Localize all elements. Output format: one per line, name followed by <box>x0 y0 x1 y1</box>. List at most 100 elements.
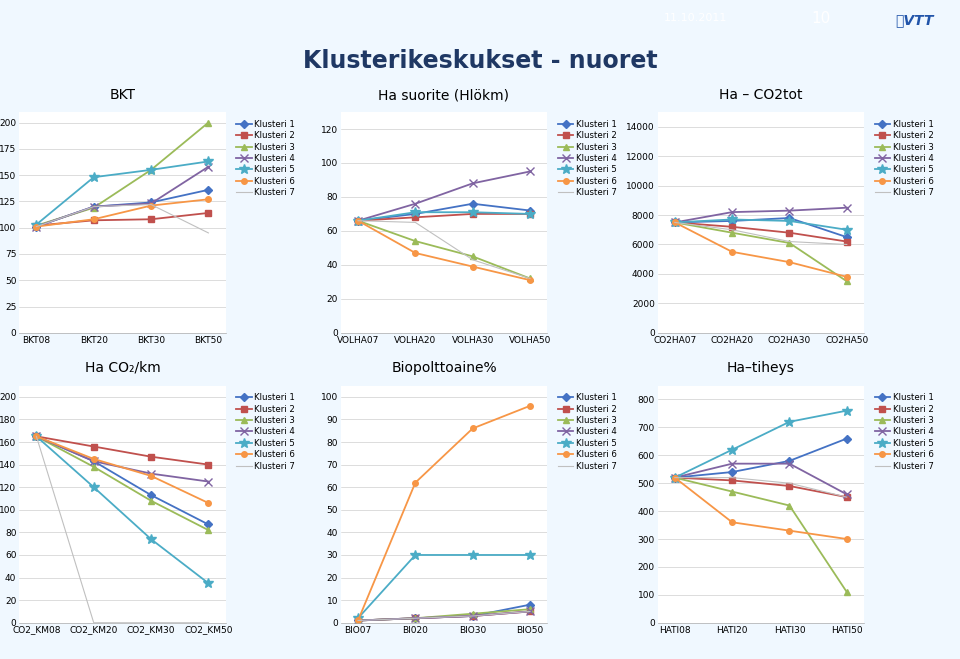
Klusteri 3 <box>88 204 100 212</box>
Line: Klusteri 7: Klusteri 7 <box>36 436 208 623</box>
Line: Klusteri 4: Klusteri 4 <box>33 432 212 486</box>
Line: Klusteri 2: Klusteri 2 <box>34 210 211 229</box>
Line: Klusteri 4: Klusteri 4 <box>354 167 534 225</box>
Klusteri 1 <box>524 601 536 609</box>
Klusteri 1 <box>727 468 738 476</box>
Klusteri 5 <box>524 551 536 559</box>
Klusteri 7 <box>88 619 100 627</box>
Klusteri 4 <box>841 204 852 212</box>
Line: Klusteri 4: Klusteri 4 <box>354 608 534 625</box>
Klusteri 7 <box>203 229 214 237</box>
Klusteri 2 <box>88 216 100 224</box>
Klusteri 3 <box>727 229 738 237</box>
Klusteri 1 <box>203 186 214 194</box>
Klusteri 4 <box>410 614 421 622</box>
Legend: Klusteri 1, Klusteri 2, Klusteri 3, Klusteri 4, Klusteri 5, Klusteri 6, Klusteri: Klusteri 1, Klusteri 2, Klusteri 3, Klus… <box>554 390 620 474</box>
Klusteri 5 <box>727 445 738 453</box>
Klusteri 7 <box>352 217 364 225</box>
Klusteri 7 <box>524 275 536 283</box>
Klusteri 6 <box>410 249 421 257</box>
Klusteri 2 <box>841 493 852 501</box>
Klusteri 4 <box>88 203 100 211</box>
Klusteri 5 <box>467 551 478 559</box>
Klusteri 6 <box>145 472 156 480</box>
Text: BKT: BKT <box>109 88 135 103</box>
Klusteri 5 <box>88 173 100 181</box>
Klusteri 4 <box>31 432 42 440</box>
Klusteri 3 <box>841 588 852 596</box>
Klusteri 7 <box>352 617 364 625</box>
Klusteri 3 <box>88 463 100 471</box>
Line: Klusteri 4: Klusteri 4 <box>671 459 851 498</box>
Klusteri 2 <box>841 238 852 246</box>
Klusteri 3 <box>727 488 738 496</box>
Klusteri 1 <box>352 617 364 625</box>
Klusteri 3 <box>524 275 536 283</box>
Text: Klusterikeskukset - nuoret: Klusterikeskukset - nuoret <box>302 49 658 73</box>
Klusteri 5 <box>145 166 156 174</box>
Klusteri 1 <box>841 434 852 442</box>
Line: Klusteri 5: Klusteri 5 <box>32 157 213 229</box>
Text: Ha–tiheys: Ha–tiheys <box>727 360 795 375</box>
Klusteri 6 <box>88 215 100 223</box>
Line: Klusteri 7: Klusteri 7 <box>675 222 847 244</box>
Line: Klusteri 5: Klusteri 5 <box>353 208 535 225</box>
Klusteri 7 <box>145 200 156 208</box>
Klusteri 4 <box>203 478 214 486</box>
Klusteri 5 <box>783 217 795 225</box>
Klusteri 3 <box>352 217 364 225</box>
Klusteri 6 <box>783 527 795 534</box>
Klusteri 3 <box>31 432 42 440</box>
Klusteri 7 <box>410 218 421 226</box>
Klusteri 7 <box>145 619 156 627</box>
Line: Klusteri 6: Klusteri 6 <box>355 403 533 623</box>
Klusteri 4 <box>145 200 156 208</box>
Klusteri 1 <box>669 218 681 226</box>
Klusteri 6 <box>669 474 681 482</box>
Line: Klusteri 6: Klusteri 6 <box>672 219 850 279</box>
Klusteri 6 <box>203 195 214 203</box>
Klusteri 2 <box>669 218 681 226</box>
Klusteri 2 <box>31 221 42 229</box>
Klusteri 2 <box>727 223 738 231</box>
Klusteri 3 <box>410 237 421 245</box>
Text: 10: 10 <box>811 11 830 26</box>
Klusteri 7 <box>841 241 852 248</box>
Line: Klusteri 6: Klusteri 6 <box>355 218 533 283</box>
Klusteri 3 <box>467 252 478 260</box>
Klusteri 3 <box>410 614 421 622</box>
Klusteri 1 <box>352 217 364 225</box>
Klusteri 6 <box>88 455 100 463</box>
Klusteri 1 <box>145 491 156 499</box>
Klusteri 3 <box>669 218 681 226</box>
Klusteri 7 <box>783 479 795 487</box>
Klusteri 6 <box>352 617 364 625</box>
Klusteri 6 <box>467 424 478 432</box>
Line: Klusteri 2: Klusteri 2 <box>34 434 211 467</box>
Line: Klusteri 7: Klusteri 7 <box>358 221 530 279</box>
Line: Klusteri 6: Klusteri 6 <box>34 434 211 506</box>
Klusteri 6 <box>467 262 478 270</box>
Text: Ha – CO2tot: Ha – CO2tot <box>719 88 803 103</box>
Line: Klusteri 5: Klusteri 5 <box>670 215 852 235</box>
Klusteri 4 <box>727 460 738 468</box>
Klusteri 1 <box>31 432 42 440</box>
Klusteri 5 <box>31 432 42 440</box>
Klusteri 2 <box>410 614 421 622</box>
Klusteri 4 <box>410 200 421 208</box>
Line: Klusteri 5: Klusteri 5 <box>32 432 213 588</box>
Klusteri 6 <box>524 402 536 410</box>
Line: Klusteri 3: Klusteri 3 <box>355 606 533 623</box>
Klusteri 2 <box>352 617 364 625</box>
Klusteri 4 <box>203 163 214 171</box>
Klusteri 5 <box>88 483 100 491</box>
Line: Klusteri 6: Klusteri 6 <box>672 475 850 542</box>
Klusteri 2 <box>524 608 536 616</box>
Klusteri 5 <box>145 535 156 543</box>
Klusteri 2 <box>669 474 681 482</box>
Klusteri 4 <box>783 207 795 215</box>
Klusteri 3 <box>203 119 214 127</box>
Klusteri 7 <box>669 218 681 226</box>
Klusteri 3 <box>31 221 42 229</box>
Legend: Klusteri 1, Klusteri 2, Klusteri 3, Klusteri 4, Klusteri 5, Klusteri 6, Klusteri: Klusteri 1, Klusteri 2, Klusteri 3, Klus… <box>871 117 937 201</box>
